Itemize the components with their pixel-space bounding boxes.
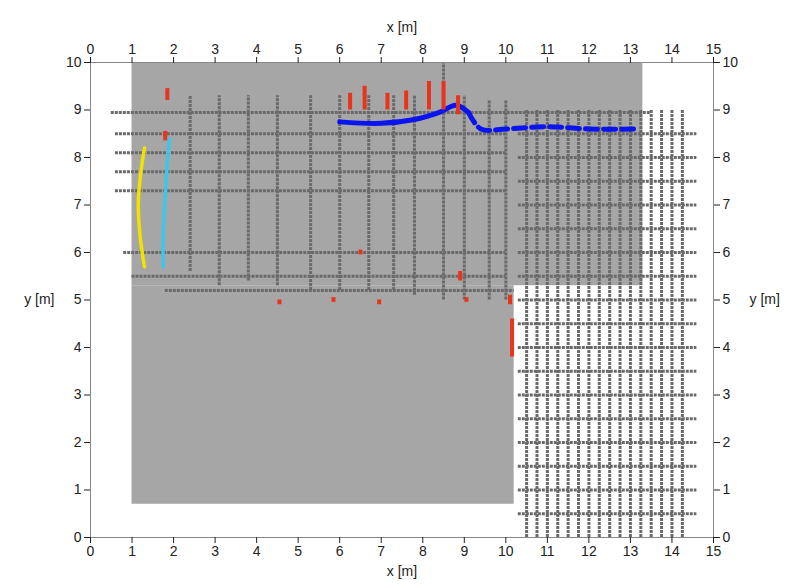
- svg-text:0: 0: [87, 543, 95, 559]
- svg-text:9: 9: [460, 41, 468, 57]
- svg-text:10: 10: [498, 41, 514, 57]
- svg-text:6: 6: [336, 543, 344, 559]
- svg-text:15: 15: [706, 41, 722, 57]
- svg-text:11: 11: [540, 543, 555, 559]
- svg-text:6: 6: [723, 244, 731, 260]
- svg-text:5: 5: [74, 291, 82, 307]
- svg-text:3: 3: [211, 543, 219, 559]
- svg-text:0: 0: [87, 41, 95, 57]
- svg-text:9: 9: [74, 101, 82, 117]
- svg-text:4: 4: [253, 41, 261, 57]
- svg-text:13: 13: [623, 543, 639, 559]
- svg-text:5: 5: [294, 41, 302, 57]
- svg-text:15: 15: [706, 543, 722, 559]
- svg-text:y [m]: y [m]: [750, 291, 780, 307]
- svg-text:3: 3: [211, 41, 219, 57]
- svg-text:4: 4: [253, 543, 261, 559]
- svg-text:7: 7: [377, 41, 385, 57]
- svg-text:4: 4: [723, 339, 731, 355]
- svg-text:x [m]: x [m]: [387, 563, 417, 579]
- svg-text:10: 10: [498, 543, 514, 559]
- svg-text:8: 8: [419, 41, 427, 57]
- svg-text:4: 4: [74, 339, 82, 355]
- svg-text:11: 11: [540, 41, 555, 57]
- svg-text:3: 3: [74, 386, 82, 402]
- svg-text:1: 1: [723, 481, 731, 497]
- svg-text:9: 9: [460, 543, 468, 559]
- svg-text:9: 9: [723, 101, 731, 117]
- svg-text:1: 1: [128, 41, 136, 57]
- svg-text:13: 13: [623, 41, 639, 57]
- svg-text:5: 5: [723, 291, 731, 307]
- svg-text:1: 1: [128, 543, 136, 559]
- svg-text:12: 12: [581, 41, 597, 57]
- svg-text:5: 5: [294, 543, 302, 559]
- svg-text:y [m]: y [m]: [24, 291, 54, 307]
- svg-text:8: 8: [419, 543, 427, 559]
- svg-text:10: 10: [66, 54, 82, 70]
- svg-text:6: 6: [74, 244, 82, 260]
- svg-text:2: 2: [74, 434, 82, 450]
- svg-text:14: 14: [664, 41, 680, 57]
- svg-text:7: 7: [723, 196, 731, 212]
- svg-text:7: 7: [74, 196, 82, 212]
- svg-text:8: 8: [723, 149, 731, 165]
- svg-text:10: 10: [723, 54, 739, 70]
- svg-text:12: 12: [581, 543, 597, 559]
- svg-text:2: 2: [723, 434, 731, 450]
- svg-text:7: 7: [377, 543, 385, 559]
- svg-text:2: 2: [170, 41, 178, 57]
- svg-text:8: 8: [74, 149, 82, 165]
- svg-text:6: 6: [336, 41, 344, 57]
- svg-text:1: 1: [74, 481, 82, 497]
- svg-text:14: 14: [664, 543, 680, 559]
- svg-text:0: 0: [74, 529, 82, 545]
- svg-text:3: 3: [723, 386, 731, 402]
- svg-text:x [m]: x [m]: [387, 19, 417, 35]
- svg-text:2: 2: [170, 543, 178, 559]
- svg-text:0: 0: [723, 529, 731, 545]
